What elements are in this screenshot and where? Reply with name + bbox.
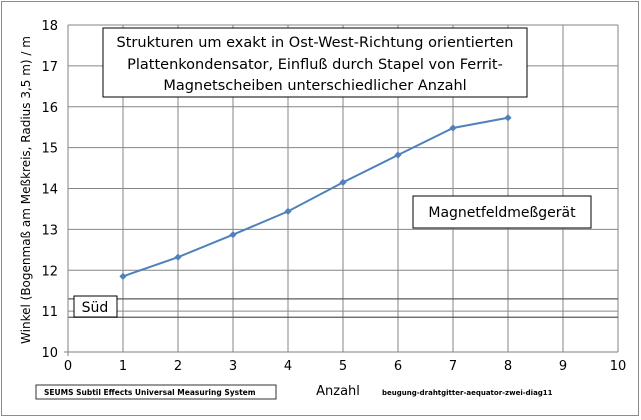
data-point — [174, 253, 182, 261]
x-tick-label: 0 — [64, 359, 72, 374]
footer-box — [35, 384, 277, 400]
y-tick-label: 18 — [41, 19, 58, 34]
x-tick-label: 6 — [394, 359, 402, 374]
series-line — [122, 116, 509, 278]
y-tick-label: 11 — [41, 305, 58, 320]
data-point — [449, 124, 457, 132]
x-tick-label: 9 — [559, 359, 567, 374]
y-tick-label: 16 — [41, 101, 58, 116]
y-tick-label: 13 — [41, 223, 58, 238]
x-tick-label: 7 — [449, 359, 457, 374]
south-annotation-box — [73, 295, 118, 318]
chart-title-line-2: Plattenkondensator, Einfluß durch Stapel… — [127, 57, 503, 73]
x-tick-label: 10 — [610, 359, 627, 374]
footer-system: SEUMS Subtil Effects Universal Measuring… — [44, 388, 256, 397]
reference-lines — [68, 298, 618, 318]
x-tick-label: 5 — [339, 359, 347, 374]
footer-filename: beugung-drahtgitter-aequator-zwei-diag11 — [382, 389, 553, 397]
south-annotation: Süd — [82, 300, 109, 316]
data-point — [339, 178, 347, 186]
y-tick-label: 15 — [41, 142, 58, 157]
x-tick-label: 4 — [284, 359, 292, 374]
data-point — [229, 231, 237, 239]
device-annotation-box — [412, 195, 592, 229]
y-axis-label: Winkel (Bogenmaß am Meßkreis, Radius 3,5… — [19, 36, 33, 344]
x-tick-label: 2 — [174, 359, 182, 374]
data-series — [119, 114, 512, 280]
data-point — [504, 114, 512, 122]
device-annotation: Magnetfeldmeßgerät — [428, 205, 576, 221]
y-tick-label: 10 — [41, 346, 58, 361]
y-tick-labels: 10 11 12 13 14 15 16 17 18 — [41, 19, 58, 361]
y-tick-label: 17 — [41, 60, 58, 75]
axes — [64, 25, 618, 356]
chart-title-line-1: Strukturen um exakt in Ost-West-Richtung… — [117, 35, 514, 51]
x-axis-label: Anzahl — [316, 384, 360, 399]
data-point — [284, 207, 292, 215]
y-tick-label: 14 — [41, 183, 58, 198]
title-box — [102, 27, 528, 98]
data-point — [394, 151, 402, 159]
y-tick-label: 12 — [41, 264, 58, 279]
x-tick-labels: 0 1 2 3 4 5 6 7 8 9 10 — [64, 359, 626, 374]
chart-title-line-3: Magnetscheiben unterschiedlicher Anzahl — [163, 78, 466, 94]
x-tick-label: 3 — [229, 359, 237, 374]
x-tick-label: 1 — [119, 359, 127, 374]
data-point — [119, 272, 127, 280]
x-tick-label: 8 — [504, 359, 512, 374]
